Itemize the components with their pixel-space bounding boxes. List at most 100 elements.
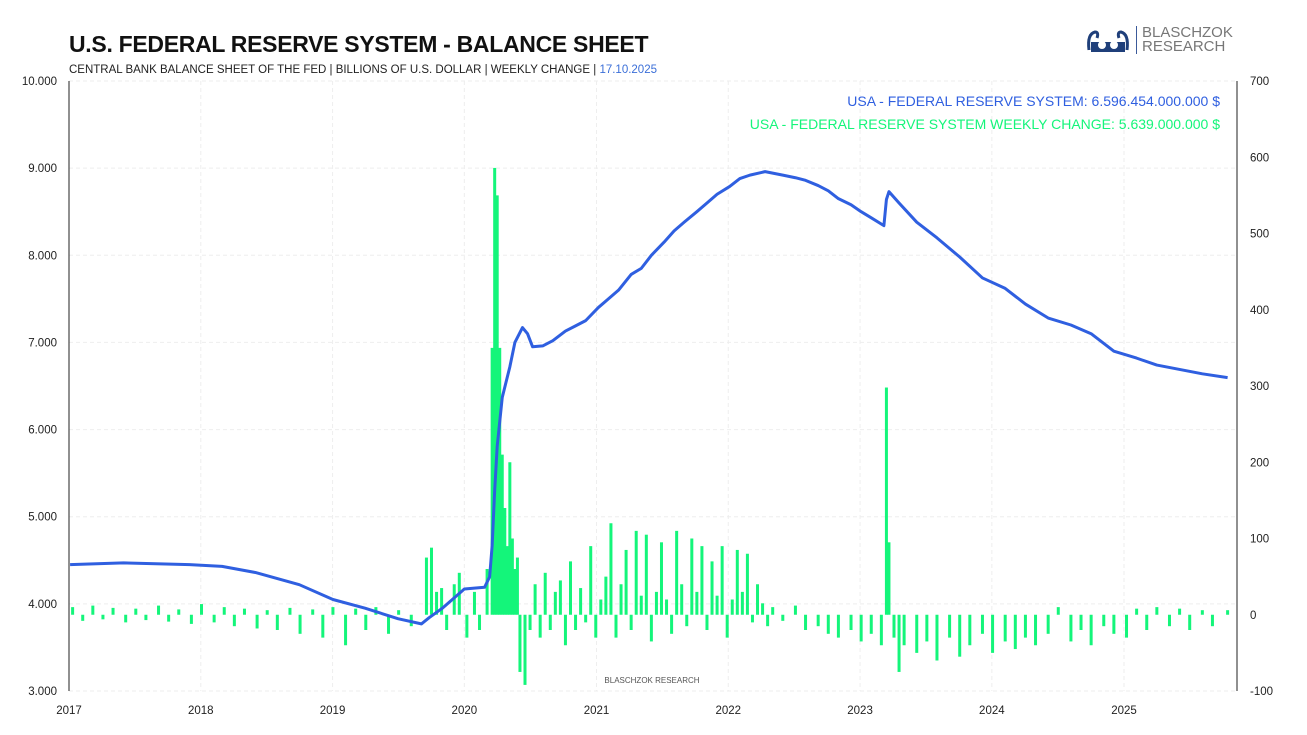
change-bar bbox=[71, 607, 75, 615]
change-bar bbox=[189, 614, 193, 624]
change-bar bbox=[331, 607, 335, 615]
change-bar bbox=[508, 462, 512, 615]
change-bar bbox=[1023, 614, 1027, 638]
change-bar bbox=[288, 607, 292, 615]
change-bar bbox=[387, 614, 391, 634]
x-tick-label: 2017 bbox=[56, 705, 82, 717]
logo: BLASCHZOK RESEARCH bbox=[1085, 25, 1233, 55]
legend-balance: USA - FEDERAL RESERVE SYSTEM: 6.596.454.… bbox=[847, 93, 1220, 109]
change-bar bbox=[614, 614, 618, 638]
watermark: BLASCHZOK RESEARCH bbox=[604, 676, 699, 685]
change-bar bbox=[624, 549, 628, 615]
change-bar bbox=[804, 614, 808, 630]
change-bar bbox=[1056, 607, 1060, 615]
change-bar bbox=[311, 609, 315, 615]
subtitle-date: 17.10.2025 bbox=[599, 64, 657, 76]
change-bar bbox=[510, 538, 514, 615]
change-bar bbox=[101, 614, 105, 620]
change-bar bbox=[1200, 610, 1204, 615]
change-bar bbox=[1046, 614, 1050, 634]
change-bar bbox=[710, 561, 714, 615]
y-right-tick-label: 100 bbox=[1250, 534, 1269, 546]
change-bar bbox=[685, 614, 689, 627]
change-bar bbox=[649, 614, 653, 642]
change-bar bbox=[680, 584, 684, 615]
change-bar bbox=[490, 347, 494, 615]
change-bar bbox=[298, 614, 302, 634]
x-tick-label: 2018 bbox=[188, 705, 214, 717]
change-bar bbox=[533, 584, 537, 615]
change-bar bbox=[756, 584, 760, 615]
change-bar bbox=[354, 608, 358, 615]
change-bar bbox=[134, 608, 138, 615]
change-bar bbox=[124, 614, 128, 623]
change-bar bbox=[750, 614, 754, 623]
change-bar bbox=[897, 614, 901, 672]
x-tick-label: 2025 bbox=[1111, 705, 1137, 717]
change-bar bbox=[771, 607, 775, 615]
change-bar bbox=[478, 614, 482, 630]
change-bar bbox=[222, 607, 226, 615]
y-left-tick-label: 7.000 bbox=[28, 337, 57, 349]
change-bar bbox=[915, 614, 919, 653]
change-bar bbox=[715, 595, 719, 615]
change-bar bbox=[589, 546, 593, 615]
change-bar bbox=[700, 546, 704, 615]
change-bar bbox=[424, 557, 428, 615]
change-bar bbox=[892, 614, 896, 638]
change-bar bbox=[1155, 607, 1159, 615]
change-bar bbox=[634, 530, 638, 615]
change-bar bbox=[543, 572, 547, 615]
change-bar bbox=[639, 595, 643, 615]
y-right-tick-label: -100 bbox=[1250, 686, 1273, 698]
y-right-tick-label: 500 bbox=[1250, 229, 1269, 241]
change-bar bbox=[1178, 608, 1182, 615]
x-tick-label: 2022 bbox=[715, 705, 741, 717]
change-bar bbox=[435, 591, 439, 615]
change-bar bbox=[1013, 614, 1017, 650]
change-bar bbox=[735, 549, 739, 615]
change-bar bbox=[1112, 614, 1116, 634]
change-bar bbox=[275, 614, 279, 630]
change-bar bbox=[902, 614, 906, 646]
change-bar bbox=[255, 614, 259, 629]
change-bar bbox=[948, 614, 952, 638]
change-bar bbox=[1210, 614, 1214, 627]
change-bar bbox=[644, 534, 648, 615]
change-bar bbox=[690, 538, 694, 615]
change-bar bbox=[157, 605, 161, 615]
change-bar bbox=[513, 569, 517, 615]
change-bar bbox=[1135, 608, 1139, 615]
change-bar bbox=[695, 591, 699, 615]
y-left-tick-label: 10.000 bbox=[22, 76, 57, 88]
y-left-tick-label: 3.000 bbox=[28, 686, 57, 698]
change-bar bbox=[705, 614, 709, 630]
change-bar bbox=[720, 546, 724, 615]
change-bar bbox=[968, 614, 972, 646]
change-bar bbox=[665, 599, 669, 615]
change-bar bbox=[465, 614, 469, 638]
change-bar bbox=[232, 614, 236, 627]
change-bar bbox=[725, 614, 729, 638]
change-bar bbox=[440, 588, 444, 615]
change-bar bbox=[816, 614, 820, 627]
change-bar bbox=[1226, 610, 1230, 615]
change-bar bbox=[515, 557, 519, 615]
change-bar bbox=[500, 454, 504, 615]
change-bar bbox=[1069, 614, 1073, 642]
legend-change: USA - FEDERAL RESERVE SYSTEM WEEKLY CHAN… bbox=[750, 116, 1220, 132]
change-bar bbox=[609, 523, 613, 615]
logo-line2: RESEARCH bbox=[1142, 38, 1226, 55]
change-bar bbox=[958, 614, 962, 657]
change-bar bbox=[826, 614, 830, 634]
y-left-tick-label: 9.000 bbox=[28, 163, 57, 175]
change-bar bbox=[91, 605, 95, 615]
y-right-tick-label: 200 bbox=[1250, 457, 1269, 469]
change-bar bbox=[740, 591, 744, 615]
change-bar bbox=[766, 614, 770, 627]
change-bar bbox=[991, 614, 995, 653]
balance-line bbox=[70, 170, 1228, 626]
change-bar bbox=[1145, 614, 1149, 630]
change-bar bbox=[579, 588, 583, 615]
